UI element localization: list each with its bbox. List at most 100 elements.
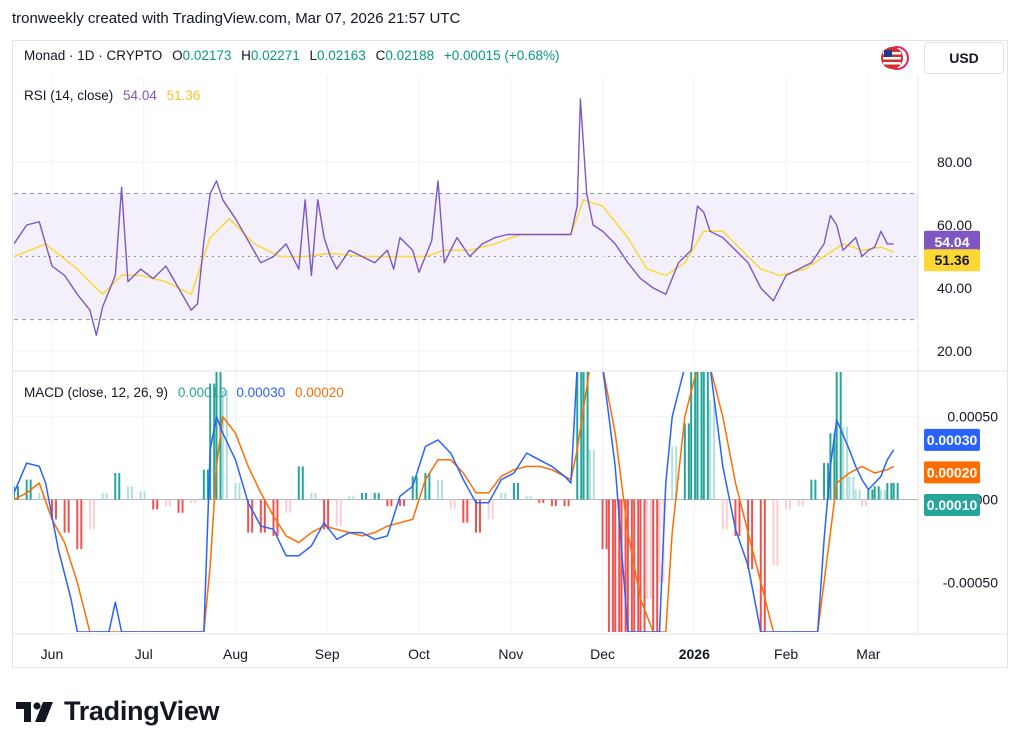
macd-histogram-bar — [449, 499, 452, 510]
low-value: 0.02163 — [317, 48, 366, 63]
x-tick-label: Feb — [774, 646, 798, 662]
macd-histogram-bar — [516, 482, 519, 500]
high-value: 0.02271 — [250, 48, 300, 63]
macd-histogram-bar — [867, 489, 870, 500]
macd-histogram-bar — [763, 499, 766, 632]
macd-histogram-bar — [801, 499, 804, 507]
macd-histogram-bar — [491, 499, 494, 520]
currency-selector[interactable]: USD — [924, 42, 1004, 74]
rsi-legend[interactable]: RSI (14, close) 54.04 51.36 — [24, 88, 200, 103]
macd-histogram-bar — [683, 423, 686, 500]
macd-histogram-bar — [643, 499, 646, 632]
x-tick-label: Mar — [856, 646, 880, 662]
macd-histogram-bar — [871, 489, 874, 500]
macd-histogram-bar — [403, 499, 406, 507]
rsi-band-layer — [14, 192, 918, 321]
macd-histogram-bar — [17, 486, 19, 500]
signal-value-tag: 0.00020 — [924, 461, 980, 484]
macd-histogram-bar — [202, 469, 205, 500]
macd-histogram-bar — [399, 499, 402, 507]
macd-histogram-bar — [588, 449, 591, 500]
macd-histogram-bar — [263, 499, 266, 533]
macd-histogram-bar — [772, 499, 775, 566]
macd-histogram-bar — [858, 489, 861, 500]
macd-legend[interactable]: MACD (close, 12, 26, 9) 0.00010 0.00030 … — [24, 385, 344, 400]
macd-histogram-bar — [709, 400, 712, 500]
macd-histogram-bar — [554, 499, 557, 507]
macd-histogram-bar — [886, 482, 889, 500]
macd-histogram-bar — [50, 499, 53, 520]
macd-histogram-bar — [624, 499, 627, 632]
x-tick-label: 2026 — [679, 646, 710, 662]
rsi-value-tag: 54.04 — [924, 230, 980, 253]
macd-histogram-bar — [234, 482, 237, 500]
x-tick-label: Dec — [590, 646, 615, 662]
macd-histogram-bar — [776, 499, 779, 566]
high-label: H — [241, 48, 251, 63]
low-label: L — [309, 48, 317, 63]
macd-histogram-bar — [276, 499, 279, 536]
macd-histogram-bar — [105, 492, 108, 500]
macd-histogram-bar — [839, 372, 842, 500]
macd-histogram-bar — [437, 479, 440, 500]
macd-histogram-bar — [297, 466, 300, 500]
macd-histogram-bar — [586, 372, 589, 500]
hist-value-tag-text: 0.00010 — [927, 497, 978, 513]
macd-histogram-bar — [289, 499, 292, 513]
macd-histogram-bar — [190, 499, 193, 503]
chart-watermark-title: tronweekly created with TradingView.com,… — [12, 10, 461, 27]
macd-histogram-bar — [251, 499, 254, 533]
macd-histogram-bar — [702, 372, 705, 500]
macd-label: MACD (close, 12, 26, 9) — [24, 385, 169, 400]
macd-histogram-bar — [365, 492, 368, 500]
macd-histogram-bar — [592, 449, 595, 500]
macd-histogram-bar — [785, 499, 788, 510]
macd-histogram-bar — [348, 496, 351, 500]
macd-histogram-bar — [118, 473, 121, 500]
rsi-line — [14, 98, 894, 336]
macd-histogram-bar — [892, 482, 895, 500]
macd-histogram-bar — [168, 499, 171, 507]
tradingview-logo-icon — [16, 701, 53, 722]
macd-histogram-bar — [884, 489, 887, 500]
us-flag-icon[interactable] — [880, 46, 918, 70]
macd-histogram-bar — [671, 446, 674, 500]
macd-histogram-bar — [428, 473, 431, 500]
macd-histogram-bar — [373, 492, 376, 500]
macd-signal-line — [14, 372, 895, 632]
macd-histogram-bar — [156, 499, 159, 510]
macd-value-tag-text: 0.00030 — [927, 432, 978, 448]
macd-histogram-bar — [694, 372, 697, 500]
macd-histogram-bar — [92, 499, 95, 530]
macd-histogram-bar — [164, 499, 167, 507]
macd-histogram-bar — [377, 492, 380, 500]
macd-histogram-bar — [550, 499, 553, 507]
macd-histogram-bar — [500, 492, 503, 500]
x-tick-label: Sep — [315, 646, 340, 662]
rsi-ma-value-tag-text: 51.36 — [934, 252, 969, 268]
symbol-legend[interactable]: Monad · 1D · CRYPTO O0.02173 H0.02271 L0… — [24, 48, 560, 63]
macd-histogram-bar — [177, 499, 180, 513]
macd-histogram-bar — [706, 372, 709, 500]
hist-value-tag: 0.00010 — [924, 493, 980, 516]
x-tick-label: Nov — [498, 646, 523, 662]
macd-histogram-bar — [734, 499, 737, 536]
macd-histogram-bar — [114, 473, 117, 500]
macd-histogram-bar — [453, 499, 456, 510]
macd-histogram-bar — [605, 499, 608, 550]
macd-histogram-bar — [639, 499, 642, 632]
macd-histogram-bar — [478, 499, 481, 533]
macd-histogram-bar — [213, 383, 216, 500]
macd-histogram-bar — [620, 499, 623, 632]
tradingview-logo[interactable]: TradingView — [16, 696, 220, 727]
macd-histogram-bar — [690, 372, 693, 500]
tradingview-logo-text: TradingView — [64, 696, 220, 726]
rsi-value-tag-bg — [924, 230, 980, 253]
macd-histogram-bar — [487, 499, 490, 520]
change-value: +0.00015 (+0.68%) — [443, 48, 560, 63]
macd-histogram-bar — [538, 499, 541, 503]
macd-histogram-bar — [645, 499, 648, 599]
macd-histogram-bar — [323, 499, 326, 530]
macd-histogram-bar — [126, 486, 129, 500]
